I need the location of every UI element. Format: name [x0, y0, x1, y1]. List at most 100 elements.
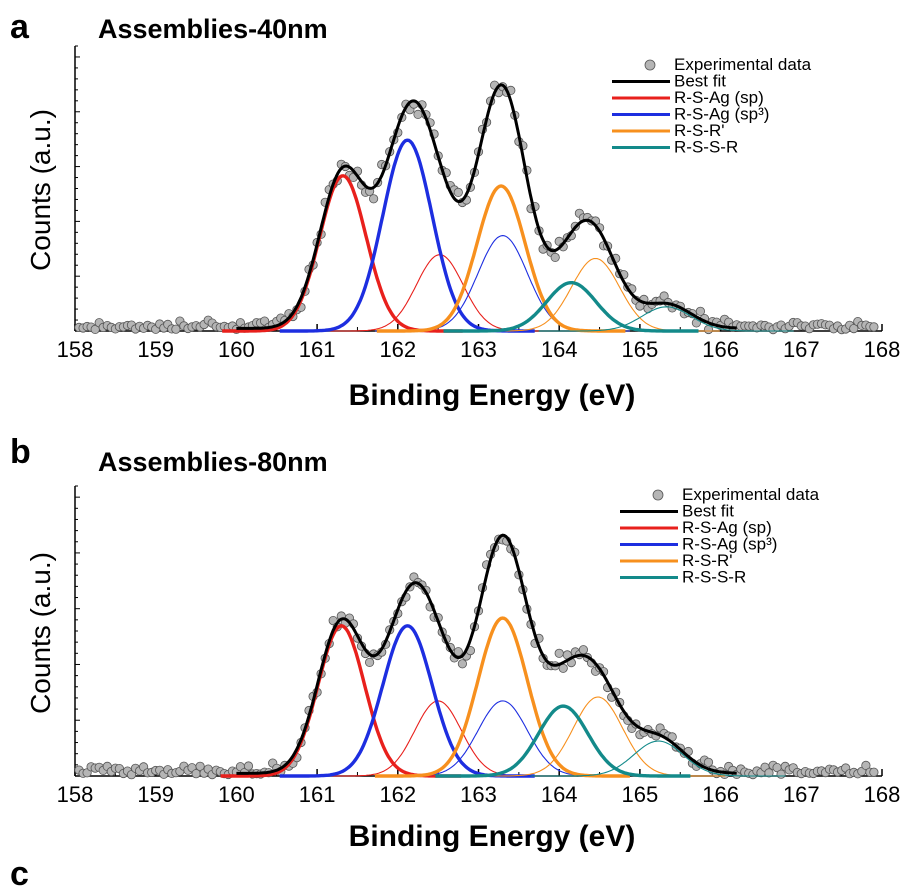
panel-a-component-r-s-ag-sp--thin — [374, 235, 630, 332]
panel-b-data-point — [764, 768, 774, 778]
panel-b-legend-item: R-S-Ag (sp) — [620, 518, 772, 537]
panel-b-data-point — [457, 659, 467, 669]
panel-b-letter: b — [10, 433, 31, 471]
panel-a-legend-label: R-S-Ag (sp) — [674, 88, 764, 107]
panel-b-data-point — [861, 760, 871, 771]
panel-b-data-point — [243, 761, 254, 771]
panel-a-title: Assemblies-40nm — [98, 14, 328, 44]
panel-a-data-point — [413, 109, 423, 120]
panel-a-component-r-s-r--thin — [471, 257, 720, 332]
panel-a-x-tick-label: 158 — [57, 337, 94, 362]
panel-a-legend-item: R-S-R' — [612, 121, 724, 140]
panel-a-x-tick-label: 163 — [460, 337, 497, 362]
panel-b-legend-marker — [652, 489, 664, 501]
panel-b-best-fit-line — [236, 533, 737, 775]
panel-b-x-tick-label: 167 — [783, 782, 820, 807]
panel-a-legend-marker — [644, 59, 656, 71]
panel-a-data-point — [259, 316, 270, 326]
panel-a-best-fit-line — [236, 83, 737, 330]
panel-b-data-point — [554, 648, 564, 658]
panel-b-legend-item: R-S-R' — [620, 551, 732, 570]
panel-a-legend-label: R-S-Ag (sp³) — [674, 105, 769, 124]
panel-a-legend-item: Best fit — [612, 72, 726, 91]
panel-b-legend-label: R-S-R' — [682, 551, 732, 570]
panel-b-x-tick-label: 160 — [218, 782, 255, 807]
panel-a-legend-item: R-S-S-R — [612, 138, 738, 157]
panel-a-data-point — [659, 291, 669, 301]
panel-a-component-r-s-s-r-thin — [538, 306, 794, 332]
panel-a-legend-item: R-S-Ag (sp³) — [612, 105, 769, 124]
panel-b-legend-label: Experimental data — [682, 485, 820, 504]
panel-b-component-r-s-r--thick — [374, 616, 630, 778]
panel-a-legend-item: R-S-Ag (sp) — [612, 88, 764, 107]
panel-a-x-tick-label: 166 — [702, 337, 739, 362]
panel-a-legend-label: R-S-R' — [674, 121, 724, 140]
panel-a-data-point — [869, 322, 879, 332]
panel-b-y-axis-label: Counts (a.u.) — [25, 552, 56, 714]
panel-b-legend-label: R-S-Ag (sp³) — [682, 535, 777, 554]
panel-b-legend-item: Experimental data — [652, 485, 820, 504]
panel-a-x-tick-label: 168 — [864, 337, 901, 362]
panel-b-component-r-s-ag-sp--thick — [279, 624, 535, 778]
panel-b-experimental-points — [74, 534, 879, 780]
panel-a-component-r-s-ag-sp--thin — [319, 254, 560, 332]
panel-a-data-point — [695, 306, 706, 316]
panel-a-data-point — [368, 194, 379, 204]
panel-b-x-tick-label: 163 — [460, 782, 497, 807]
panel-a-x-tick-label: 159 — [137, 337, 174, 362]
panel-a-x-tick-label: 161 — [299, 337, 336, 362]
panel-b-x-tick-label: 165 — [622, 782, 659, 807]
panel-b: b Assemblies-80nm Counts (a.u.) Binding … — [10, 433, 900, 853]
panel-a-y-axis-label: Counts (a.u.) — [25, 109, 56, 271]
panel-b-legend-item: R-S-S-R — [620, 568, 746, 587]
panel-a-data-point — [171, 324, 181, 334]
panel-b-x-tick-label: 162 — [379, 782, 416, 807]
panel-a-x-tick-label: 167 — [783, 337, 820, 362]
panel-a-component-r-s-s-r-thick — [443, 281, 699, 333]
panel-b-legend-item: Best fit — [620, 502, 734, 521]
panel-b-component-r-s-ag-sp--thick — [220, 624, 462, 778]
panel-b-x-tick-label: 161 — [299, 782, 336, 807]
panel-b-data-point — [776, 769, 786, 779]
panel-b-title: Assemblies-80nm — [98, 447, 328, 477]
panel-a-x-tick-label: 165 — [622, 337, 659, 362]
panel-b-data-point — [578, 645, 589, 655]
panel-a-data-point — [453, 187, 463, 197]
panel-b-legend-label: R-S-S-R — [682, 568, 746, 587]
panel-b-x-tick-label: 158 — [57, 782, 94, 807]
panel-a-legend-label: R-S-S-R — [674, 138, 738, 157]
panel-a-component-r-s-ag-sp--thick — [222, 174, 463, 333]
panel-b-component-r-s-s-r-thick — [435, 704, 691, 778]
panel-a-x-tick-label: 162 — [379, 337, 416, 362]
panel-a-x-tick-label: 164 — [541, 337, 578, 362]
panel-b-component-r-s-r--thin — [470, 696, 726, 777]
panel-a-component-r-s-r--thick — [376, 184, 626, 333]
panel-a-data-point — [550, 252, 560, 262]
panel-b-plot-area: 158 159 160 161 162 163 164 165 166 167 168 — [57, 485, 901, 807]
panel-b-x-tick-label: 168 — [864, 782, 901, 807]
panel-b-data-point — [703, 757, 714, 767]
panel-b-legend-label: R-S-Ag (sp) — [682, 518, 772, 537]
panel-a-plot-area: 158 159 160 161 162 163 164 165 166 167 168 — [57, 45, 901, 362]
panel-b-data-point — [195, 761, 205, 771]
panel-a-legend-item: Experimental data — [644, 55, 812, 74]
panel-b-data-point — [869, 767, 879, 777]
panel-a-legend-label: Best fit — [674, 72, 726, 91]
panel-b-legend-item: R-S-Ag (sp³) — [620, 535, 777, 554]
panel-b-x-tick-label: 166 — [702, 782, 739, 807]
panel-b-data-point — [364, 657, 375, 668]
panel-b-component-r-s-s-r-thin — [530, 740, 786, 777]
panel-a-x-axis-label: Binding Energy (eV) — [349, 379, 636, 412]
panel-a-x-tick-label: 160 — [218, 337, 255, 362]
panel-b-legend-label: Best fit — [682, 502, 734, 521]
panel-b-data-point — [453, 647, 463, 657]
panel-a-data-point — [849, 323, 859, 334]
panel-b-x-axis-label: Binding Energy (eV) — [349, 820, 636, 853]
panel-a-letter: a — [10, 8, 30, 46]
panel-a: a Assemblies-40nm Counts (a.u.) Binding … — [10, 8, 900, 412]
panel-b-x-tick-label: 164 — [541, 782, 578, 807]
panel-b-x-tick-label: 159 — [137, 782, 174, 807]
